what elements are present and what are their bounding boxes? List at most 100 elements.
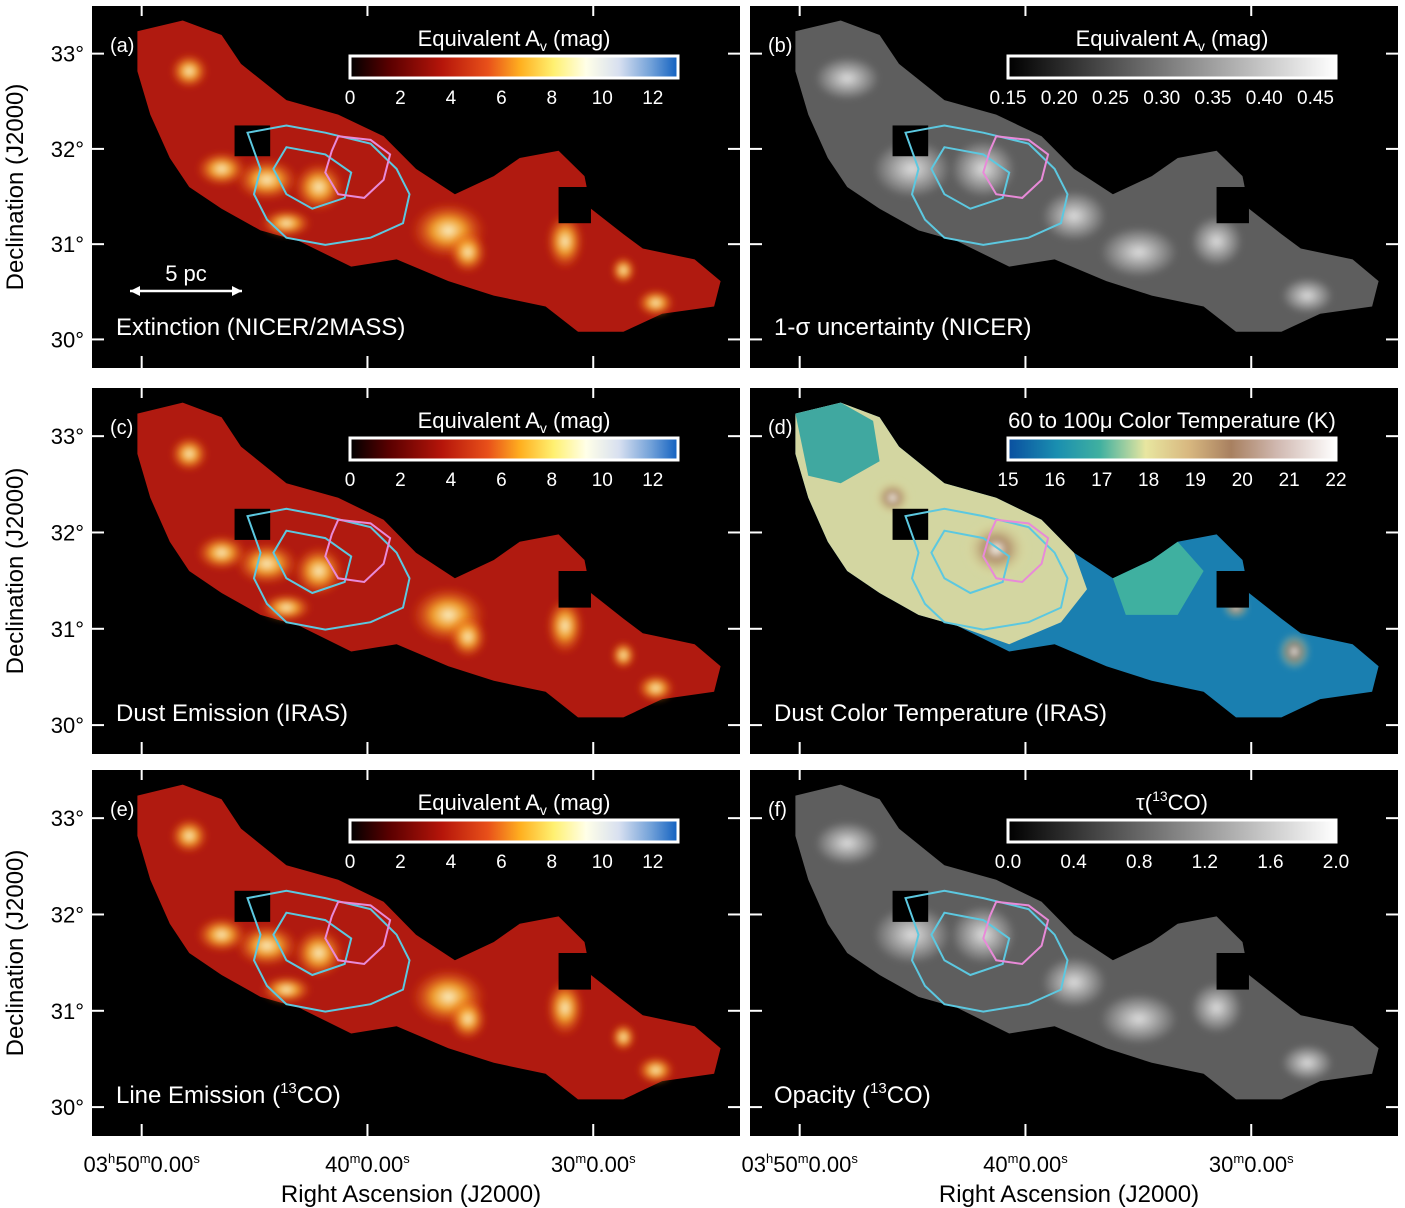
colorbar-tick-label: 6 [496,88,507,109]
colorbar-tick-label: 2 [395,88,406,109]
colorbar-tick-label: 8 [547,470,558,491]
emission-peak [169,53,209,90]
contour-pink [324,518,392,584]
ytick-label: 31° [51,617,84,642]
colorbar-tick-label: 12 [642,88,663,109]
ytick-label: 32° [51,902,84,927]
contour-pink [982,135,1050,199]
xtick-label: 40m0.00s [983,1151,1068,1177]
emission-peak [195,916,248,953]
emission-peak [873,479,912,517]
colorbar-tick-label: 2.0 [1323,852,1349,873]
cool-region [795,402,880,484]
colorbar-title: 60 to 100μ Color Temperature (K) [1008,408,1336,433]
x-axis-label: Right Ascension (J2000) [939,1181,1199,1208]
colorbar-tick-label: 19 [1185,470,1206,491]
colorbar-tick-label: 0.4 [1060,852,1087,873]
panel-caption: Line Emission (13CO) [116,1080,341,1109]
emission-peak [448,230,488,274]
emission-peak [260,974,313,1005]
y-axis-label: Declination (J2000) [2,468,29,675]
colorbar-tick-label: 0.15 [990,88,1027,109]
emission-peak [234,541,300,586]
contour-cyan [904,507,1069,631]
xtick-label: 03h50m0.00s [83,1151,200,1177]
colorbar-tick-label: 12 [642,852,663,873]
colorbar-title: Equivalent Av (mag) [1076,26,1269,54]
masked-region [558,571,591,608]
emission-peak [1041,190,1107,242]
emission-peak [1041,956,1107,1008]
colorbar-tick-label: 21 [1279,470,1300,491]
ytick-label: 30° [51,713,84,738]
y-axis-label: Declination (J2000) [2,84,29,291]
emission-peak [234,923,300,968]
ytick-label: 32° [51,520,84,545]
colorbar-tick-label: 2 [395,852,406,873]
colorbar-title: Equivalent Av (mag) [418,26,611,54]
ytick-label: 30° [51,327,84,352]
emission-peak [260,208,313,238]
emission-peak [292,161,345,213]
ytick-label: 30° [51,1095,84,1120]
colorbar [348,818,680,844]
panel-tag: (b) [768,35,792,57]
cool-region [1112,541,1204,615]
panel-d: (d) Dust Color Temperature (IRAS) 60 to 10… [750,388,1398,754]
colorbar-tick-label: 4 [446,852,457,873]
contour-pink [982,900,1050,966]
colorbar-tick-label: 17 [1091,470,1112,491]
masked-region [1216,571,1249,608]
contour-pink [324,900,392,966]
colorbar-tick-label: 0 [345,88,356,109]
masked-region [558,187,591,224]
contour-cyan [904,124,1069,246]
panel-tag: (a) [110,35,134,57]
emission-peak [1278,633,1311,670]
ytick-label: 32° [51,137,84,162]
colorbar-tick-label: 0 [345,470,356,491]
emission-peak [448,996,488,1041]
colorbar-tick-label: 2 [395,470,406,491]
colorbar [1006,54,1338,80]
colorbar-tick-label: 18 [1138,470,1159,491]
panel-tag: (d) [768,417,792,439]
colorbar-tick-label: 0.35 [1195,88,1232,109]
emission-peak [292,545,345,597]
panel-e: (e) Line Emission (13CO) Equivalent Av (ma… [92,770,740,1136]
colorbar-tick-label: 0.25 [1092,88,1129,109]
emission-peak [636,673,676,703]
masked-region [558,953,591,990]
emission-peak [963,519,1029,579]
emission-peak [950,139,1016,198]
panel-tag: (e) [110,799,134,821]
colorbar [1006,436,1338,462]
colorbar-tick-label: 6 [496,852,507,873]
scale-bar-arrow [130,286,140,296]
panel-b: (b) 1-σ uncertainty (NICER) Equivalent Av … [750,6,1398,368]
panel-caption: Dust Emission (IRAS) [116,700,348,727]
emission-peak [1190,982,1243,1034]
scale-bar-label: 5 pc [165,261,207,286]
colorbar-tick-label: 0.45 [1297,88,1334,109]
panel-f: (f) Opacity (13CO) τ(13CO) 0.0 0.4 0.8 1.2 1.6 2… [750,770,1398,1136]
emission-peak [610,640,637,670]
emission-peak [545,978,585,1038]
panel-c: (c) Dust Emission (IRAS) Equivalent Av (ma… [92,388,740,754]
colorbar-tick-label: 0.8 [1126,852,1152,873]
colorbar-tick-label: 1.2 [1192,852,1218,873]
scale-bar-arrow [232,286,242,296]
colorbar [1006,818,1338,844]
emission-peak [292,927,345,979]
ytick-label: 33° [51,806,84,831]
emission-peak [1281,1044,1334,1082]
emission-peak [814,56,880,101]
emission-peak [950,905,1016,964]
colorbar-tick-label: 8 [547,88,558,109]
emission-peak [195,150,248,187]
emission-peak [545,212,585,271]
colorbar-tick-label: 10 [592,470,613,491]
panel-caption: Opacity (13CO) [774,1080,931,1109]
contour-cyan [246,507,411,631]
